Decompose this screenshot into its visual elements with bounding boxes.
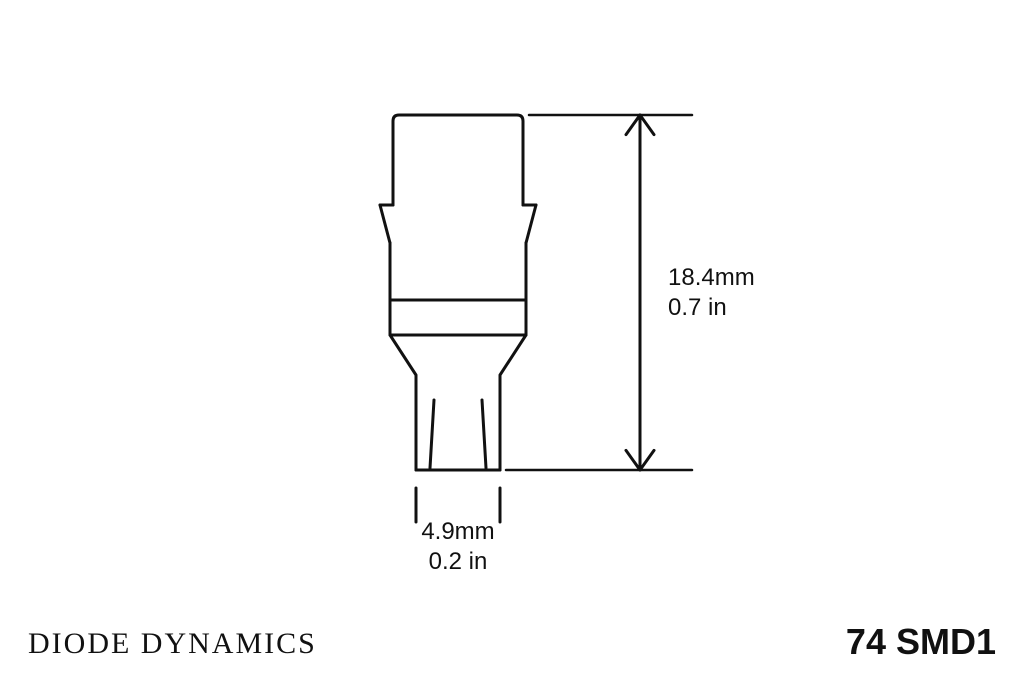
width-dimension-label: 4.9mm 0.2 in (408, 517, 508, 577)
height-in: 0.7 in (668, 293, 755, 323)
model-label: 74 SMD1 (846, 621, 996, 663)
width-mm: 4.9mm (408, 517, 508, 547)
technical-drawing (0, 0, 1024, 683)
brand-label: DIODE DYNAMICS (28, 627, 317, 661)
height-mm: 18.4mm (668, 263, 755, 293)
width-in: 0.2 in (408, 547, 508, 577)
height-dimension-label: 18.4mm 0.7 in (668, 263, 755, 323)
